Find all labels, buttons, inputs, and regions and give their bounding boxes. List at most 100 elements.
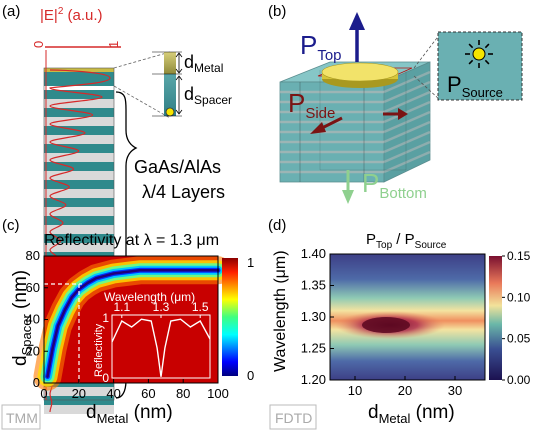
fdtd-label: FDTD <box>275 410 312 426</box>
gaas-layer <box>44 216 114 225</box>
p-bottom-arrow <box>342 190 354 204</box>
colorbar-c-min: 0 <box>247 368 254 383</box>
c-xtick-label: 100 <box>207 386 229 401</box>
c-xtick-label: 20 <box>72 386 86 401</box>
p-top-label: PTop <box>300 30 342 64</box>
c-ytick-label: 60 <box>26 280 40 295</box>
panel-c: (c) Reflectivity at λ = 1.3 μm 0 20 40 60 80… <box>1 217 254 430</box>
field-scale-min: 0 <box>31 41 46 48</box>
alas-layer <box>44 387 114 396</box>
colorbar-c-max: 1 <box>247 255 254 270</box>
c-xtick-label: 60 <box>141 386 155 401</box>
d-xtick-label: 10 <box>348 383 362 398</box>
d-ylabel: Wavelength (μm) <box>272 250 289 372</box>
panel-c-title: Reflectivity at λ = 1.3 μm <box>44 232 219 249</box>
gaas-layer <box>44 198 114 207</box>
sun-ray <box>468 43 474 49</box>
box-side-stripe <box>383 140 431 164</box>
box-side-stripe <box>383 150 431 174</box>
colorbar-d-tick-label: 0.15 <box>507 249 531 263</box>
inset-xtick-label: 1.3 <box>153 300 170 314</box>
tmm-badge <box>1 404 41 430</box>
p-side-arrow-left <box>310 122 326 134</box>
colorbar-d <box>489 256 502 380</box>
inset-ytick-label: 0 <box>102 371 109 385</box>
d-ytick-label: 1.30 <box>301 309 326 324</box>
d-ytick-label: 1.20 <box>301 372 326 387</box>
gaas-layer <box>44 234 114 243</box>
zoom-spacer-layer <box>164 74 176 116</box>
sun-ray <box>468 59 474 65</box>
gaas-layer <box>44 90 114 99</box>
c-ytick-label: 80 <box>26 248 40 263</box>
c-xtick-label: 80 <box>176 386 190 401</box>
c-ylabel: dSpacer (nm) <box>10 270 34 366</box>
p-side-label: PSide <box>288 88 335 122</box>
c-xtick-label: 40 <box>106 386 120 401</box>
metal-disk <box>321 62 399 88</box>
colorbar-c <box>222 258 238 376</box>
sun-ray <box>484 43 490 49</box>
colorbar-d-tick-label: 0.10 <box>507 290 531 304</box>
alas-layer <box>44 189 114 198</box>
alas-layer <box>44 171 114 180</box>
colorbar-d-tick-label: 0.00 <box>507 373 531 387</box>
d-ytick-label: 1.40 <box>301 246 326 261</box>
d-ytick-label: 1.35 <box>301 278 326 293</box>
c-xtick-label: 0 <box>40 386 47 401</box>
d-spacer-label: dSpacer <box>184 84 232 107</box>
box-side-stripe <box>383 100 431 124</box>
d-ytick-label: 1.25 <box>301 341 326 356</box>
inset-xtick-label: 1.5 <box>192 300 209 314</box>
p-bottom-label: PBottom <box>362 168 427 202</box>
ridge-band <box>46 269 220 378</box>
alas-layer <box>44 117 114 126</box>
gaas-layer <box>44 162 114 171</box>
sun-core <box>472 47 486 61</box>
box-side-stripe <box>383 130 431 154</box>
source-box <box>437 31 523 101</box>
d-metal-label: dMetal <box>184 52 223 75</box>
d-xlabel: dMetal (nm) <box>368 402 455 426</box>
box-side-stripe <box>383 80 431 104</box>
alas-layer <box>44 153 114 162</box>
box-side-stripe <box>383 70 431 94</box>
alas-layer <box>44 405 114 414</box>
box-side-stripe <box>383 90 431 114</box>
panel-b-label: (b) <box>268 3 286 20</box>
panel-d-title: PTop / PSource <box>366 231 447 251</box>
panel-a-label: (a) <box>2 3 20 20</box>
alas-layer <box>44 99 114 108</box>
inset-title: Wavelength (μm) <box>104 290 195 304</box>
d-xtick-label: 30 <box>448 383 462 398</box>
panel-c-label: (c) <box>2 217 20 234</box>
alas-layer <box>44 207 114 216</box>
quantum-dot-icon <box>165 107 175 117</box>
gaas-layer <box>44 108 114 117</box>
inset-reflectivity-curve <box>111 318 211 377</box>
alas-layer <box>44 243 114 252</box>
c-ytick-label: 20 <box>26 343 40 358</box>
gaas-layer <box>44 144 114 153</box>
alas-layer <box>44 225 114 234</box>
field-scale-max: 1 <box>106 41 121 48</box>
p-source-label: PSource <box>447 72 503 100</box>
gaas-layer <box>44 396 114 405</box>
box-side-stripe <box>383 120 431 144</box>
layers-label-line1: GaAs/AlAs <box>134 157 221 177</box>
p-side-arrow-right <box>398 108 408 120</box>
c-ytick-label: 0 <box>33 375 40 390</box>
tmm-label: TMM <box>6 410 38 426</box>
layers-brace <box>115 91 138 399</box>
box-side-stripe <box>383 110 431 134</box>
inset-xtick-label: 1.1 <box>113 300 130 314</box>
field-intensity-label: |E|2 (a.u.) <box>40 6 103 24</box>
inset-ytick-label: 1 <box>102 311 109 325</box>
zoom-metal-layer <box>164 52 176 74</box>
c-xlabel: dMetal (nm) <box>86 402 173 426</box>
panel-b: (b) PTop PSide <box>268 3 523 204</box>
layers-label-line2: λ/4 Layers <box>142 182 225 202</box>
colorbar-d-tick-label: 0.05 <box>507 332 531 346</box>
panel-d-label: (d) <box>268 217 286 234</box>
